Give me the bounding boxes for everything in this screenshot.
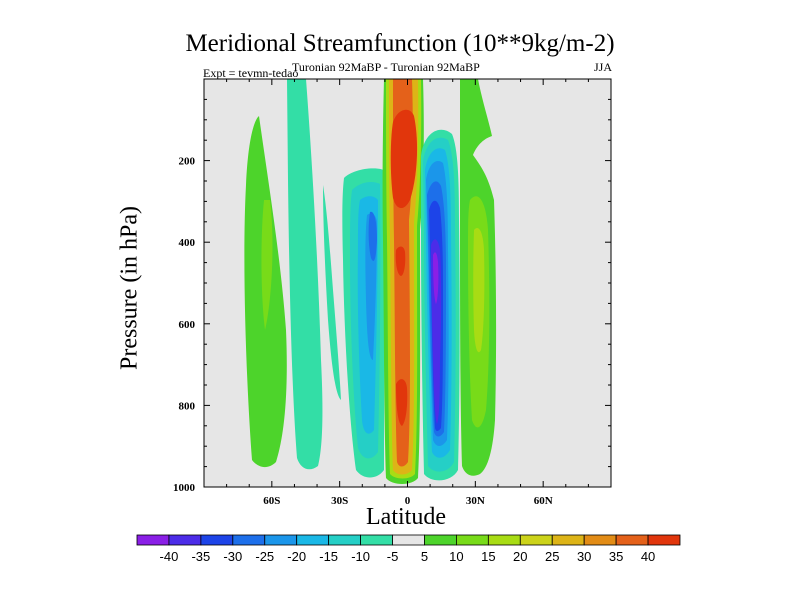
colorbar-swatch [200,534,234,546]
colorbar-label: -15 [319,549,338,564]
colorbar-swatch [615,534,649,546]
contour-south-strip-a [287,79,323,470]
x-tick-label: 30N [466,495,485,507]
y-tick-label: 600 [179,319,196,331]
colorbar-swatch [456,534,489,546]
colorbar-label: 20 [513,549,527,564]
colorbar-swatch [296,534,330,546]
colorbar-swatch [647,534,681,546]
colorbar-swatch [136,534,170,546]
contour-fields [244,79,497,484]
colorbar-label: -20 [287,549,306,564]
chart-title: Meridional Streamfunction (10**9kg/m-2) [185,30,615,57]
colorbar-swatch [424,534,457,546]
colorbar: -40 -35 -30 -25 -20 -15 -10 -5 5 10 15 20 25 30 35 40 [136,534,681,564]
x-tick-label: 60N [534,495,553,507]
colorbar-label: 25 [545,549,559,564]
x-axis-ticks: 60S 30S 0 30N 60N [226,79,589,507]
colorbar-label: 30 [577,549,591,564]
x-tick-label: 0 [405,495,411,507]
contour-south-outer-10 [261,200,273,330]
colorbar-label: -25 [255,549,274,564]
colorbar-label: 35 [609,549,623,564]
colorbar-swatch [232,534,266,546]
colorbar-swatch [583,534,617,546]
colorbar-label: -35 [191,549,210,564]
contour-equator-35-mid [395,246,406,276]
x-axis-label: Latitude [366,504,446,530]
colorbar-swatch [328,534,361,546]
y-axis-ticks: 200 400 600 800 1000 [173,98,611,494]
y-tick-label: 400 [179,237,196,249]
colorbar-swatch [487,534,521,546]
colorbar-label: 10 [449,549,463,564]
contour-north-hadley-35 [431,239,442,424]
contour-equator-35-lower [396,379,408,426]
contour-north-outer-15 [473,228,485,353]
season-label: JJA [594,60,613,74]
contour-north-hadley-40 [433,252,439,304]
colorbar-label: -30 [223,549,242,564]
contour-south-strip-b [323,185,341,400]
colorbar-label: -5 [387,549,399,564]
colorbar-swatch [168,534,202,546]
colorbar-label: -10 [351,549,370,564]
y-tick-label: 800 [179,400,196,412]
colorbar-label: -40 [160,549,179,564]
contour-equator-35-upper [390,109,418,209]
x-tick-label: 30S [331,495,348,507]
colorbar-swatch [551,534,585,546]
chart-subtitle: Turonian 92MaBP - Turonian 92MaBP [292,60,480,74]
y-tick-label: 200 [179,156,196,168]
y-tick-label: 1000 [173,482,196,494]
colorbar-label: 15 [481,549,495,564]
colorbar-label: 40 [641,549,655,564]
contour-south-hadley-25 [368,211,377,261]
experiment-label: Expt = tevmn-tedao [203,66,299,80]
colorbar-label: 5 [421,549,428,564]
colorbar-swatch [360,534,393,546]
x-tick-label: 60S [263,495,280,507]
colorbar-swatch [264,534,298,546]
colorbar-swatch [392,534,425,546]
colorbar-swatch [519,534,553,546]
